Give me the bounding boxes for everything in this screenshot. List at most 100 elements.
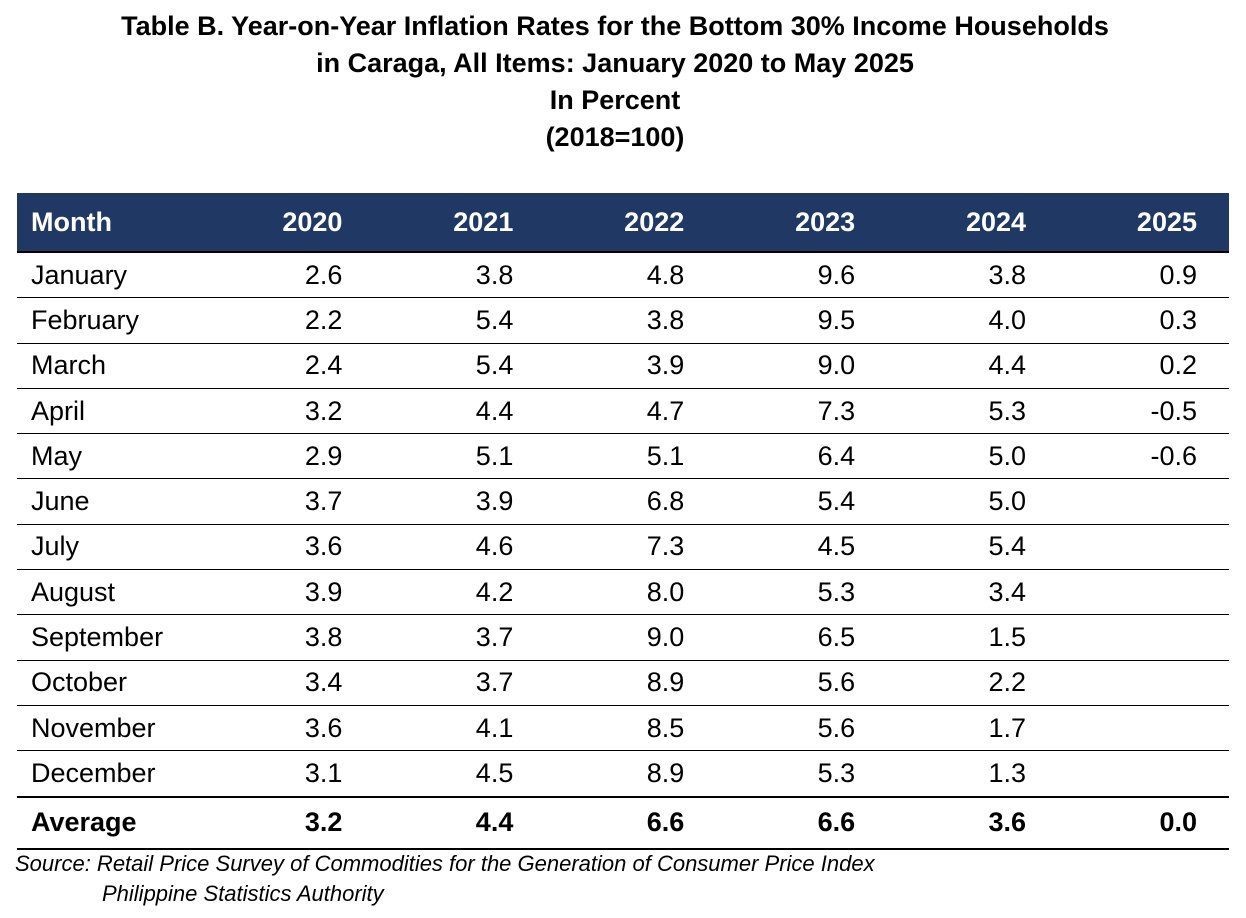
table-row: October 3.4 3.7 8.9 5.6 2.2: [17, 660, 1229, 706]
value-cell: 4.4: [374, 388, 546, 435]
value-cell: 5.4: [716, 478, 888, 525]
value-cell: 3.8: [203, 614, 375, 661]
value-cell: 5.4: [374, 297, 546, 344]
value-cell: 5.1: [374, 433, 546, 480]
title-line-1: Table B. Year-on-Year Inflation Rates fo…: [121, 11, 1109, 41]
month-cell: November: [17, 705, 204, 752]
average-value-cell: 6.6: [716, 795, 888, 850]
table-row: June 3.7 3.9 6.8 5.4 5.0: [17, 478, 1229, 525]
table-row: December 3.1 4.5 8.9 5.3 1.3: [17, 750, 1229, 798]
table-row: January 2.6 3.8 4.8 9.6 3.8 0.9: [17, 252, 1229, 299]
title-line-2: in Caraga, All Items: January 2020 to Ma…: [316, 48, 914, 78]
value-cell: 5.3: [716, 750, 888, 798]
value-cell: 5.6: [716, 705, 888, 752]
month-cell: June: [17, 478, 204, 525]
value-cell: 3.6: [203, 705, 375, 752]
month-cell: April: [17, 388, 204, 435]
value-cell: 4.0: [887, 297, 1059, 344]
value-cell: 5.0: [887, 478, 1059, 525]
average-label: Average: [17, 795, 204, 850]
month-cell: December: [17, 750, 204, 798]
month-cell: August: [17, 569, 204, 616]
inflation-table: Month 2020 2021 2022 2023 2024 2025 Janu…: [17, 193, 1229, 850]
average-value-cell: 0.0: [1058, 795, 1229, 850]
table-row: August 3.9 4.2 8.0 5.3 3.4: [17, 569, 1229, 616]
table-row: July 3.6 4.6 7.3 4.5 5.4: [17, 524, 1229, 571]
title-line-3: In Percent: [549, 85, 681, 115]
value-cell: 7.3: [545, 524, 717, 571]
value-cell: 3.9: [374, 478, 546, 525]
value-cell: 5.0: [887, 433, 1059, 480]
table-row: September 3.8 3.7 9.0 6.5 1.5: [17, 614, 1229, 661]
value-cell: 5.3: [716, 569, 888, 616]
value-cell: 3.8: [887, 252, 1059, 299]
value-cell: 3.7: [203, 478, 375, 525]
value-cell: 4.5: [374, 750, 546, 798]
value-cell: 7.3: [716, 388, 888, 435]
value-cell: 3.4: [203, 660, 375, 706]
value-cell: -0.6: [1058, 433, 1229, 480]
column-header-year: 2021: [374, 193, 546, 253]
value-cell: 6.4: [716, 433, 888, 480]
average-row: Average 3.2 4.4 6.6 6.6 3.6 0.0: [17, 795, 1229, 850]
table-row: April 3.2 4.4 4.7 7.3 5.3 -0.5: [17, 388, 1229, 435]
value-cell: 2.9: [203, 433, 375, 480]
value-cell: 5.3: [887, 388, 1059, 435]
average-value-cell: 3.6: [887, 795, 1059, 850]
value-cell: 0.3: [1058, 297, 1229, 344]
value-cell: -0.5: [1058, 388, 1229, 435]
column-header-year: 2023: [716, 193, 888, 253]
column-header-year: 2025: [1058, 193, 1229, 253]
value-cell: 6.8: [545, 478, 717, 525]
column-header-year: 2024: [887, 193, 1059, 253]
value-cell: [1058, 524, 1229, 571]
value-cell: 9.0: [716, 343, 888, 389]
value-cell: 5.1: [545, 433, 717, 480]
value-cell: 4.6: [374, 524, 546, 571]
value-cell: 4.5: [716, 524, 888, 571]
value-cell: 3.9: [203, 569, 375, 616]
value-cell: 6.5: [716, 614, 888, 661]
value-cell: 8.5: [545, 705, 717, 752]
value-cell: [1058, 478, 1229, 525]
value-cell: 2.2: [887, 660, 1059, 706]
value-cell: [1058, 705, 1229, 752]
source-line-2: Philippine Statistics Authority: [102, 881, 384, 906]
table-title: Table B. Year-on-Year Inflation Rates fo…: [0, 8, 1230, 156]
month-cell: January: [17, 252, 204, 299]
average-value-cell: 4.4: [374, 795, 546, 850]
value-cell: 1.7: [887, 705, 1059, 752]
value-cell: [1058, 750, 1229, 798]
month-cell: February: [17, 297, 204, 344]
table-body: January 2.6 3.8 4.8 9.6 3.8 0.9 February 2.2 5.4 3…: [17, 252, 1229, 850]
value-cell: 9.0: [545, 614, 717, 661]
average-value-cell: 3.2: [203, 795, 375, 850]
value-cell: 0.9: [1058, 252, 1229, 299]
value-cell: 4.4: [887, 343, 1059, 389]
value-cell: 1.3: [887, 750, 1059, 798]
month-cell: September: [17, 614, 204, 661]
table-row: May 2.9 5.1 5.1 6.4 5.0 -0.6: [17, 433, 1229, 480]
value-cell: 8.9: [545, 750, 717, 798]
value-cell: 9.6: [716, 252, 888, 299]
value-cell: [1058, 569, 1229, 616]
title-line-4: (2018=100): [545, 122, 685, 152]
value-cell: [1058, 660, 1229, 706]
source-note: Source: Retail Price Survey of Commoditi…: [15, 849, 875, 909]
value-cell: 3.1: [203, 750, 375, 798]
table-row: February 2.2 5.4 3.8 9.5 4.0 0.3: [17, 297, 1229, 344]
value-cell: 2.6: [203, 252, 375, 299]
value-cell: 4.2: [374, 569, 546, 616]
value-cell: 3.2: [203, 388, 375, 435]
value-cell: 3.8: [374, 252, 546, 299]
month-cell: July: [17, 524, 204, 571]
column-header-month: Month: [17, 193, 204, 253]
value-cell: 3.7: [374, 614, 546, 661]
table-row: March 2.4 5.4 3.9 9.0 4.4 0.2: [17, 343, 1229, 389]
value-cell: 2.2: [203, 297, 375, 344]
value-cell: 9.5: [716, 297, 888, 344]
value-cell: 4.7: [545, 388, 717, 435]
month-cell: March: [17, 343, 204, 389]
value-cell: 4.8: [545, 252, 717, 299]
value-cell: 3.4: [887, 569, 1059, 616]
